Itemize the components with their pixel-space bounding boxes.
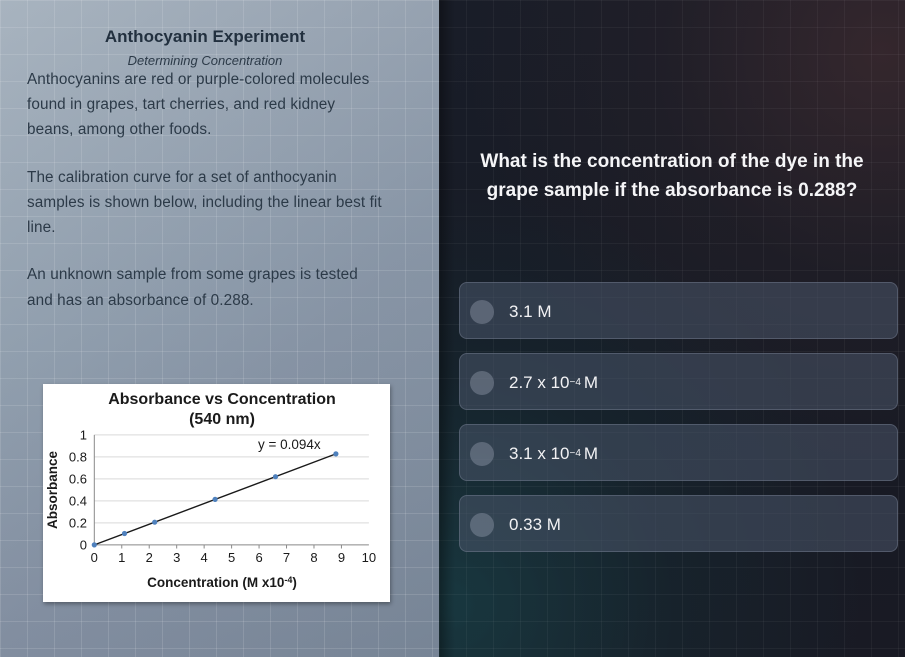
svg-text:6: 6 — [255, 550, 262, 565]
svg-text:0: 0 — [80, 538, 87, 553]
svg-text:2: 2 — [146, 550, 153, 565]
svg-text:Concentration (M x10-4): Concentration (M x10-4) — [147, 575, 297, 590]
svg-text:4: 4 — [201, 550, 208, 565]
svg-text:Absorbance: Absorbance — [45, 451, 60, 530]
svg-text:0.6: 0.6 — [69, 472, 87, 487]
svg-text:y = 0.094x: y = 0.094x — [258, 437, 321, 452]
svg-text:Absorbance vs Concentration: Absorbance vs Concentration — [108, 391, 336, 408]
svg-text:1: 1 — [80, 428, 87, 443]
svg-text:3: 3 — [173, 550, 180, 565]
svg-text:0.4: 0.4 — [69, 494, 87, 509]
svg-text:1: 1 — [118, 550, 125, 565]
svg-text:7: 7 — [283, 550, 290, 565]
svg-text:10: 10 — [362, 550, 376, 565]
svg-text:(540 nm): (540 nm) — [189, 411, 255, 428]
svg-text:0.8: 0.8 — [69, 450, 87, 465]
svg-text:0: 0 — [91, 550, 98, 565]
svg-text:8: 8 — [310, 550, 317, 565]
svg-text:0.2: 0.2 — [69, 516, 87, 531]
svg-text:5: 5 — [228, 550, 235, 565]
svg-text:9: 9 — [338, 550, 345, 565]
